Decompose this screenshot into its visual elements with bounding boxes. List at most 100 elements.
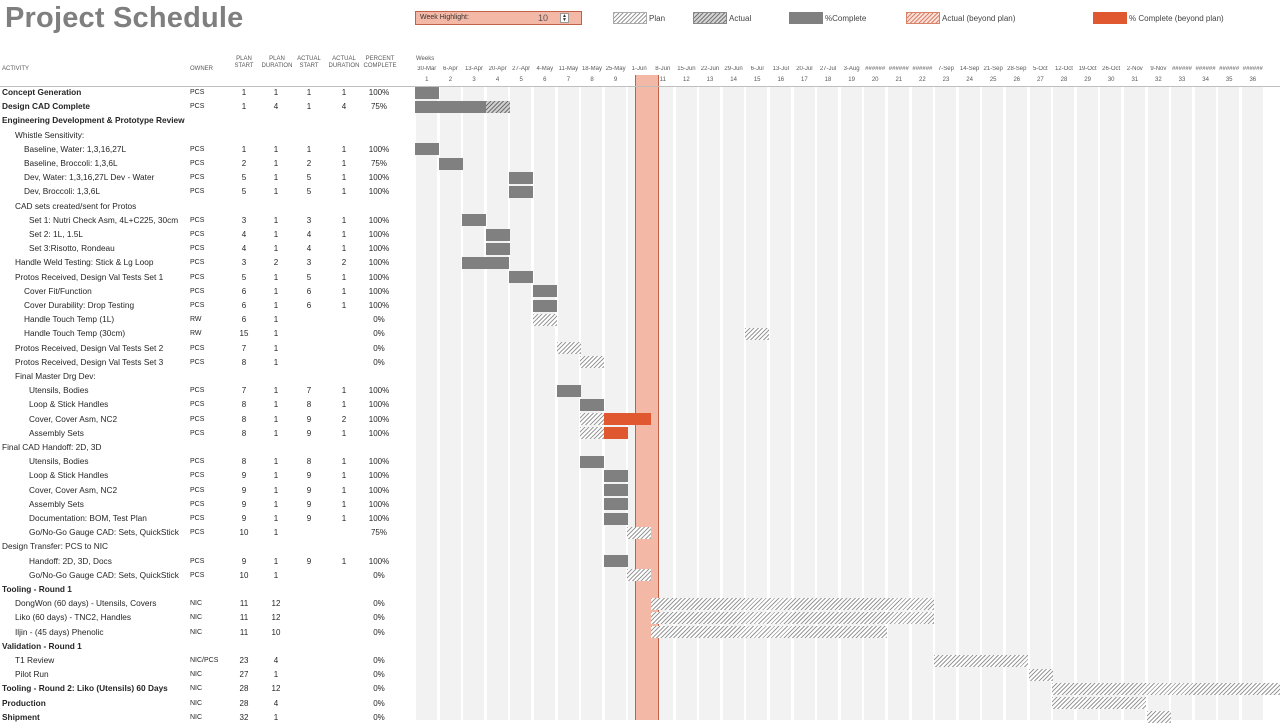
pct-cell[interactable]: 100%	[368, 457, 390, 466]
activity-name[interactable]: Documentation: BOM, Test Plan	[29, 513, 147, 523]
activity-name[interactable]: Set 1: Nutri Check Asm, 4L+C225, 30cm	[29, 215, 179, 225]
plan-duration-cell[interactable]: 4	[273, 699, 279, 708]
owner-cell[interactable]: PCS	[190, 302, 205, 309]
activity-name[interactable]: Final CAD Handoff: 2D, 3D	[2, 442, 102, 452]
owner-cell[interactable]: PCS	[190, 217, 205, 224]
actual-duration-cell[interactable]: 1	[341, 557, 347, 566]
actual-duration-cell[interactable]: 1	[341, 273, 347, 282]
actual-start-cell[interactable]: 9	[306, 514, 312, 523]
pct-cell[interactable]: 100%	[368, 145, 390, 154]
actual-duration-cell[interactable]: 1	[341, 187, 347, 196]
plan-start-cell[interactable]: 6	[241, 301, 247, 310]
plan-duration-cell[interactable]: 1	[273, 344, 279, 353]
plan-start-cell[interactable]: 10	[239, 528, 249, 537]
activity-name[interactable]: Cover Durability: Drop Testing	[24, 300, 135, 310]
activity-name[interactable]: Tooling - Round 1	[2, 584, 72, 594]
pct-cell[interactable]: 0%	[373, 344, 385, 353]
actual-start-cell[interactable]: 8	[306, 457, 312, 466]
activity-name[interactable]: Validation - Round 1	[2, 641, 82, 651]
activity-name[interactable]: Baseline, Water: 1,3,16,27L	[24, 144, 127, 154]
plan-duration-cell[interactable]: 1	[273, 187, 279, 196]
pct-cell[interactable]: 100%	[368, 500, 390, 509]
activity-name[interactable]: Loop & Stick Handles	[29, 470, 109, 480]
owner-cell[interactable]: PCS	[190, 174, 205, 181]
plan-duration-cell[interactable]: 1	[273, 557, 279, 566]
actual-start-cell[interactable]: 6	[306, 301, 312, 310]
activity-name[interactable]: Dev, Broccoli: 1,3,6L	[24, 186, 100, 196]
plan-start-cell[interactable]: 4	[241, 244, 247, 253]
plan-duration-cell[interactable]: 10	[271, 628, 281, 637]
plan-start-cell[interactable]: 9	[241, 500, 247, 509]
actual-start-cell[interactable]: 3	[306, 216, 312, 225]
plan-duration-cell[interactable]: 1	[273, 713, 279, 722]
actual-duration-cell[interactable]: 1	[341, 88, 347, 97]
plan-duration-cell[interactable]: 1	[273, 528, 279, 537]
plan-start-cell[interactable]: 5	[241, 273, 247, 282]
actual-duration-cell[interactable]: 1	[341, 230, 347, 239]
week-spinner[interactable]: ▲ ▼	[560, 13, 569, 23]
owner-cell[interactable]: PCS	[190, 430, 205, 437]
plan-duration-cell[interactable]: 1	[273, 400, 279, 409]
pct-cell[interactable]: 100%	[368, 244, 390, 253]
owner-cell[interactable]: PCS	[190, 89, 205, 96]
activity-name[interactable]: T1 Review	[15, 655, 55, 665]
actual-start-cell[interactable]: 1	[306, 88, 312, 97]
owner-cell[interactable]: PCS	[190, 274, 205, 281]
actual-start-cell[interactable]: 5	[306, 173, 312, 182]
plan-duration-cell[interactable]: 1	[273, 173, 279, 182]
plan-start-cell[interactable]: 28	[239, 684, 249, 693]
plan-start-cell[interactable]: 5	[241, 187, 247, 196]
actual-start-cell[interactable]: 9	[306, 500, 312, 509]
pct-cell[interactable]: 100%	[368, 88, 390, 97]
activity-name[interactable]: Engineering Development & Prototype Revi…	[2, 115, 185, 125]
plan-start-cell[interactable]: 1	[241, 102, 247, 111]
pct-cell[interactable]: 100%	[368, 415, 390, 424]
activity-name[interactable]: Cover, Cover Asm, NC2	[29, 485, 118, 495]
pct-cell[interactable]: 100%	[368, 400, 390, 409]
plan-duration-cell[interactable]: 1	[273, 301, 279, 310]
plan-start-cell[interactable]: 9	[241, 471, 247, 480]
pct-cell[interactable]: 0%	[373, 656, 385, 665]
owner-cell[interactable]: RW	[190, 330, 202, 337]
activity-name[interactable]: Handle Touch Temp (1L)	[24, 314, 115, 324]
pct-cell[interactable]: 100%	[368, 216, 390, 225]
plan-start-cell[interactable]: 3	[241, 258, 247, 267]
pct-cell[interactable]: 100%	[368, 230, 390, 239]
pct-cell[interactable]: 100%	[368, 486, 390, 495]
actual-duration-cell[interactable]: 4	[341, 102, 347, 111]
owner-cell[interactable]: PCS	[190, 416, 205, 423]
actual-duration-cell[interactable]: 1	[341, 486, 347, 495]
activity-name[interactable]: Go/No-Go Gauge CAD: Sets, QuickStick	[29, 527, 179, 537]
pct-cell[interactable]: 0%	[373, 613, 385, 622]
owner-cell[interactable]: PCS	[190, 487, 205, 494]
owner-cell[interactable]: PCS	[190, 188, 205, 195]
plan-start-cell[interactable]: 32	[239, 713, 249, 722]
owner-cell[interactable]: PCS	[190, 245, 205, 252]
pct-cell[interactable]: 100%	[368, 301, 390, 310]
plan-start-cell[interactable]: 7	[241, 386, 247, 395]
owner-cell[interactable]: NIC/PCS	[190, 657, 219, 664]
plan-duration-cell[interactable]: 1	[273, 358, 279, 367]
owner-cell[interactable]: NIC	[190, 714, 203, 721]
actual-duration-cell[interactable]: 2	[341, 415, 347, 424]
week-highlight-value[interactable]: 10	[537, 13, 548, 23]
activity-name[interactable]: Protos Received, Design Val Tests Set 2	[15, 343, 164, 353]
plan-start-cell[interactable]: 8	[241, 400, 247, 409]
actual-start-cell[interactable]: 9	[306, 429, 312, 438]
pct-cell[interactable]: 100%	[368, 429, 390, 438]
plan-start-cell[interactable]: 11	[239, 599, 249, 608]
actual-start-cell[interactable]: 1	[306, 145, 312, 154]
plan-duration-cell[interactable]: 1	[273, 670, 279, 679]
plan-start-cell[interactable]: 4	[241, 230, 247, 239]
actual-start-cell[interactable]: 4	[306, 244, 312, 253]
owner-cell[interactable]: NIC	[190, 629, 203, 636]
pct-cell[interactable]: 100%	[368, 187, 390, 196]
plan-duration-cell[interactable]: 12	[271, 613, 281, 622]
plan-start-cell[interactable]: 27	[239, 670, 249, 679]
activity-name[interactable]: Baseline, Broccoli: 1,3,6L	[24, 158, 118, 168]
plan-start-cell[interactable]: 1	[241, 88, 247, 97]
owner-cell[interactable]: PCS	[190, 288, 205, 295]
owner-cell[interactable]: NIC	[190, 700, 203, 707]
plan-start-cell[interactable]: 7	[241, 344, 247, 353]
plan-duration-cell[interactable]: 12	[271, 599, 281, 608]
